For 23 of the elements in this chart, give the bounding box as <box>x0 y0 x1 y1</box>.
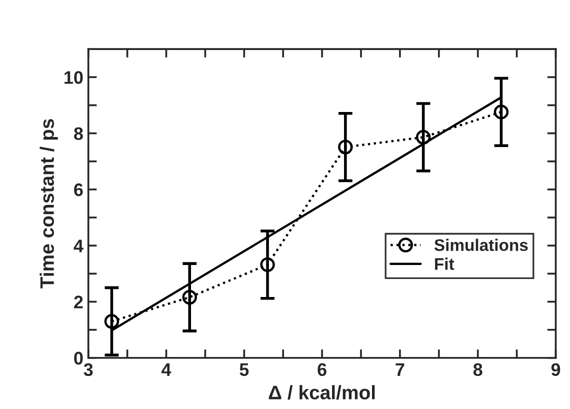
x-tick-label: 7 <box>396 363 404 376</box>
y-axis-title: Time constant / ps <box>40 119 58 288</box>
y-tick-label: 4 <box>74 240 84 252</box>
x-tick-label: 6 <box>318 363 326 376</box>
point <box>416 130 431 145</box>
y-tick-label: 6 <box>74 183 83 196</box>
x-tick-label: 8 <box>473 363 482 376</box>
legend-label: Simulations <box>434 238 528 252</box>
y-tick-label: 0 <box>74 352 83 365</box>
y-tick-label: 2 <box>74 296 83 308</box>
y-tick-label: 10 <box>64 71 83 84</box>
point <box>494 104 509 120</box>
point <box>260 257 275 272</box>
y-tick-label: 8 <box>74 127 83 140</box>
x-tick-label: 5 <box>240 363 249 376</box>
point <box>338 140 353 154</box>
x-axis-title: Δ / kcal/mol <box>268 385 375 400</box>
x-tick-label: 3 <box>84 363 93 376</box>
point <box>182 290 197 305</box>
point <box>104 314 120 329</box>
x-tick-label: 4 <box>162 363 172 376</box>
legend-label: Fit <box>435 258 454 270</box>
x-tick-label: 9 <box>551 363 560 376</box>
